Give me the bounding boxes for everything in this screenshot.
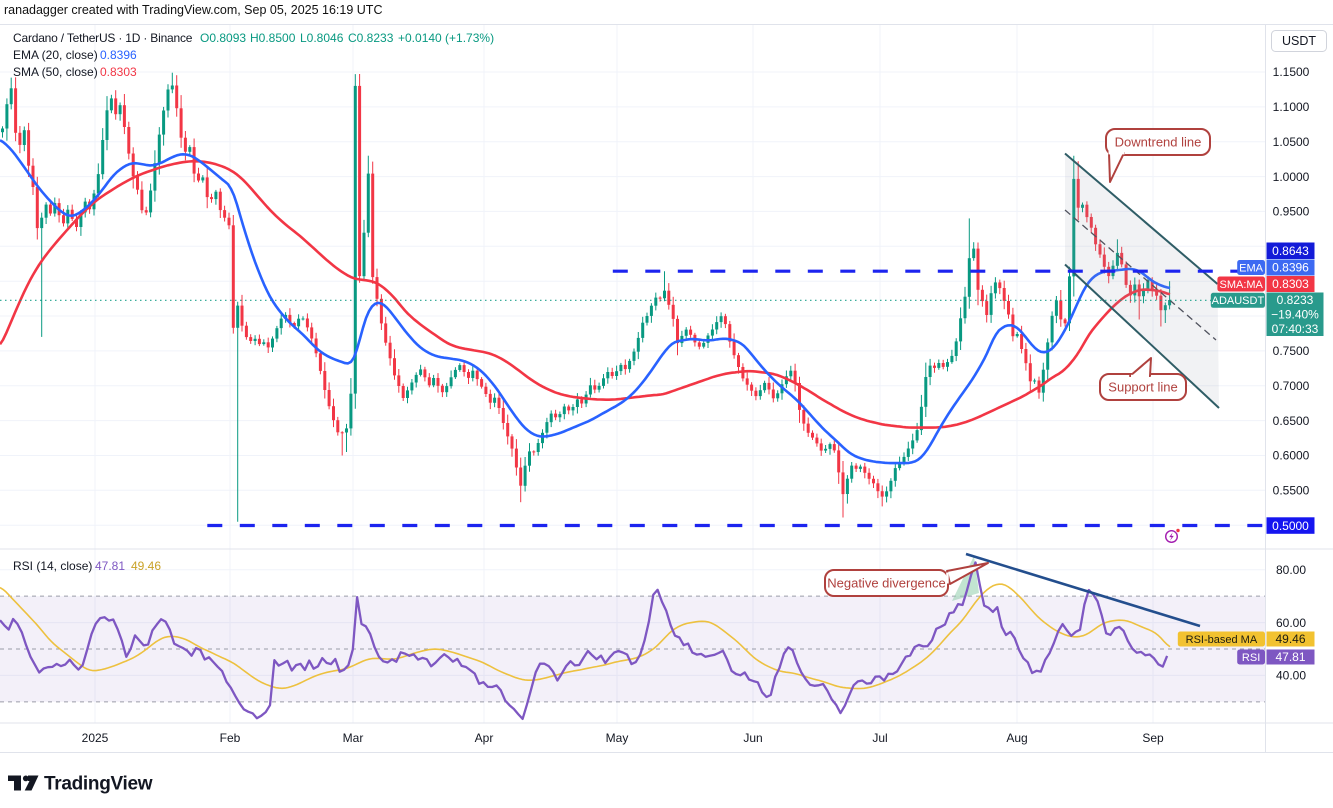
svg-text:−19.40%: −19.40% [1271,307,1319,321]
svg-text:49.46: 49.46 [1275,632,1305,646]
svg-text:0.7500: 0.7500 [1273,344,1310,358]
svg-text:+0.0140 (+1.73%): +0.0140 (+1.73%) [398,31,494,45]
svg-text:0.7000: 0.7000 [1273,379,1310,393]
svg-text:0.8396: 0.8396 [100,48,137,62]
svg-text:H0.8500: H0.8500 [250,31,296,45]
svg-text:07:40:33: 07:40:33 [1272,322,1319,336]
svg-text:0.8303: 0.8303 [100,65,137,79]
svg-text:RSI: RSI [1242,652,1260,664]
svg-text:EMA: EMA [1239,262,1264,274]
svg-text:Sep: Sep [1142,731,1164,745]
svg-text:49.46: 49.46 [131,559,161,573]
svg-text:O0.8093: O0.8093 [200,31,246,45]
svg-text:0.8396: 0.8396 [1272,261,1309,275]
svg-text:ADAUSDT: ADAUSDT [1212,295,1265,307]
svg-text:May: May [606,731,629,745]
svg-text:47.81: 47.81 [1275,650,1305,664]
svg-text:ranadagger created with Tradin: ranadagger created with TradingView.com,… [4,3,382,17]
svg-text:0.9500: 0.9500 [1273,205,1310,219]
svg-text:Jul: Jul [872,731,887,745]
svg-text:SMA (50, close): SMA (50, close) [13,65,98,79]
svg-text:1.0000: 1.0000 [1273,170,1310,184]
svg-text:Negative divergence: Negative divergence [827,576,946,591]
svg-text:0.6500: 0.6500 [1273,414,1310,428]
svg-text:2025: 2025 [82,731,109,745]
svg-text:47.81: 47.81 [95,559,125,573]
svg-text:EMA (20, close): EMA (20, close) [13,48,98,62]
svg-text:1.1000: 1.1000 [1273,100,1310,114]
svg-text:80.00: 80.00 [1276,563,1306,577]
svg-text:L0.8046: L0.8046 [300,31,344,45]
svg-text:0.8643: 0.8643 [1272,244,1309,258]
svg-text:0.8233: 0.8233 [1277,293,1314,307]
svg-text:Downtrend line: Downtrend line [1115,135,1202,150]
svg-text:TradingView: TradingView [44,774,153,795]
svg-text:Mar: Mar [343,731,364,745]
svg-text:Apr: Apr [475,731,494,745]
svg-text:Feb: Feb [220,731,241,745]
svg-text:Support line: Support line [1108,380,1177,395]
svg-text:Cardano / TetherUS · 1D · Bina: Cardano / TetherUS · 1D · Binance [13,31,193,45]
svg-text:Aug: Aug [1006,731,1027,745]
svg-text:40.00: 40.00 [1276,669,1306,683]
svg-text:1.1500: 1.1500 [1273,65,1310,79]
svg-text:RSI-based MA: RSI-based MA [1186,634,1258,646]
svg-text:60.00: 60.00 [1276,616,1306,630]
svg-text:0.6000: 0.6000 [1273,449,1310,463]
svg-text:RSI (14, close): RSI (14, close) [13,559,92,573]
svg-text:C0.8233: C0.8233 [348,31,394,45]
svg-text:SMA:MA: SMA:MA [1219,279,1263,291]
svg-text:1.0500: 1.0500 [1273,135,1310,149]
svg-text:0.5000: 0.5000 [1272,519,1309,533]
svg-text:Jun: Jun [743,731,762,745]
svg-text:USDT: USDT [1282,34,1316,48]
svg-text:0.5500: 0.5500 [1273,484,1310,498]
svg-text:0.8303: 0.8303 [1272,277,1309,291]
